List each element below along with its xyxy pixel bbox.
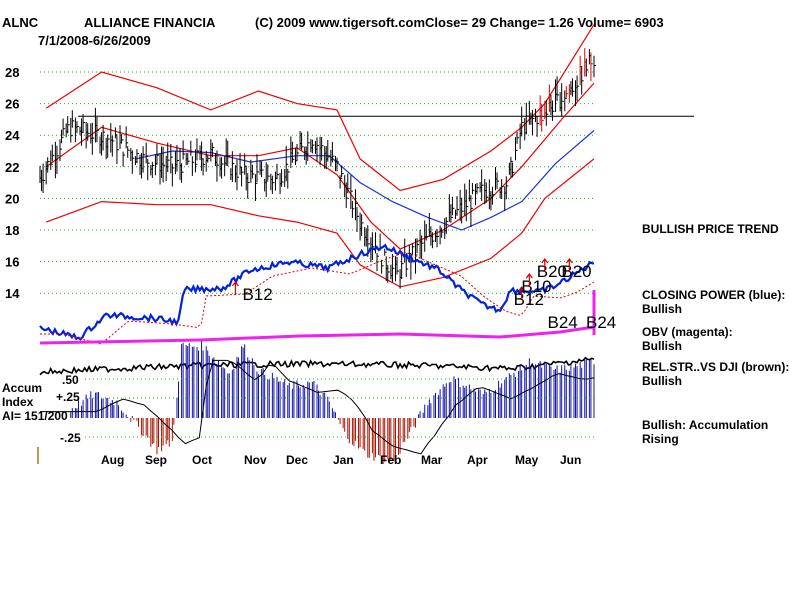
company-name: ALLIANCE FINANCIA <box>84 15 216 30</box>
y-tick-label: 14 <box>5 286 20 301</box>
signal-arrow <box>541 258 549 271</box>
month-label: Aug <box>101 453 124 467</box>
signal-arrow <box>565 258 573 271</box>
month-label: Jan <box>333 453 354 467</box>
date-range: 7/1/2008-6/26/2009 <box>38 33 151 48</box>
ma50-line <box>135 130 595 231</box>
ticker-symbol: ALNC <box>2 15 39 30</box>
signal-arrow <box>525 273 533 286</box>
month-label: May <box>515 453 539 467</box>
lower-band-line <box>45 158 595 288</box>
accumulation-panel <box>40 341 595 464</box>
note-price-trend-line1: BULLISH PRICE TREND <box>642 222 779 236</box>
note-closing-power-line1: CLOSING POWER (blue): <box>642 288 786 302</box>
month-label: Mar <box>421 453 443 467</box>
closing-power-line <box>39 243 595 341</box>
month-label: Sep <box>145 453 167 467</box>
y-tick-label: 18 <box>5 223 19 238</box>
note-obv-line1: OBV (magenta): <box>642 325 733 339</box>
signal-arrow <box>518 286 526 299</box>
rel-strength-line <box>39 356 595 376</box>
note-obv: OBV (magenta): Bullish <box>642 325 733 353</box>
y-tick-label: 16 <box>5 255 19 270</box>
accum-tick-25: +.25 <box>56 390 80 404</box>
accum-tick-50: .50 <box>62 373 79 387</box>
accum-ma-line <box>40 359 595 455</box>
copyright-text: (C) 2009 www.tigersoft.com <box>255 15 425 30</box>
note-rel-strength: REL.STR..VS DJI (brown): Bullish <box>642 360 789 388</box>
signal-label: B20 <box>561 262 591 281</box>
accum-ai-value: AI= 151/200 <box>2 409 68 423</box>
indicator-lines <box>39 243 596 376</box>
price-axis-ticks: 14 16 18 20 22 24 26 28 <box>5 65 20 301</box>
note-price-trend: BULLISH PRICE TREND <box>642 222 779 236</box>
note-closing-power-line2: Bullish <box>642 302 683 316</box>
upper-band-line <box>45 24 595 192</box>
signal-label: B12 <box>242 285 272 304</box>
inner-band-line <box>45 82 595 250</box>
y-tick-label: 24 <box>5 128 20 143</box>
month-label: Apr <box>467 453 488 467</box>
month-label: Dec <box>286 453 308 467</box>
note-obv-line2: Bullish <box>642 339 683 353</box>
price-bars <box>39 48 596 289</box>
y-tick-label: 22 <box>5 160 19 175</box>
note-accumulation: Bullish: Accumulation Rising <box>642 418 800 446</box>
month-label: Oct <box>192 453 212 467</box>
price-grid <box>40 71 594 294</box>
month-axis: Aug Sep Oct Nov Dec Jan Feb Mar Apr May Jun <box>101 453 581 467</box>
accum-title-line2: Index <box>2 395 34 409</box>
month-label: Feb <box>380 453 401 467</box>
y-tick-label: 28 <box>5 65 19 80</box>
signal-label: B24 <box>548 313 578 332</box>
note-accumulation-line1: Bullish: Accumulation Rising <box>642 418 769 446</box>
y-tick-label: 20 <box>5 191 19 206</box>
month-label: Nov <box>244 453 267 467</box>
price-bands <box>45 24 694 288</box>
closing-power-ma <box>40 251 595 345</box>
accum-tick-neg25: -.25 <box>60 431 81 445</box>
note-closing-power: CLOSING POWER (blue): Bullish <box>642 288 785 316</box>
month-label: Jun <box>560 453 581 467</box>
accum-title-line1: Accum <box>2 381 42 395</box>
signal-arrow <box>231 281 239 294</box>
y-tick-label: 26 <box>5 97 19 112</box>
note-rel-strength-line2: Bullish <box>642 374 683 388</box>
obv-line <box>39 325 595 345</box>
signal-label: B24 <box>586 313 616 332</box>
note-rel-strength-line1: REL.STR..VS DJI (brown): <box>642 360 790 374</box>
quote-summary: Close= 29 Change= 1.26 Volume= 6903 <box>425 15 664 30</box>
